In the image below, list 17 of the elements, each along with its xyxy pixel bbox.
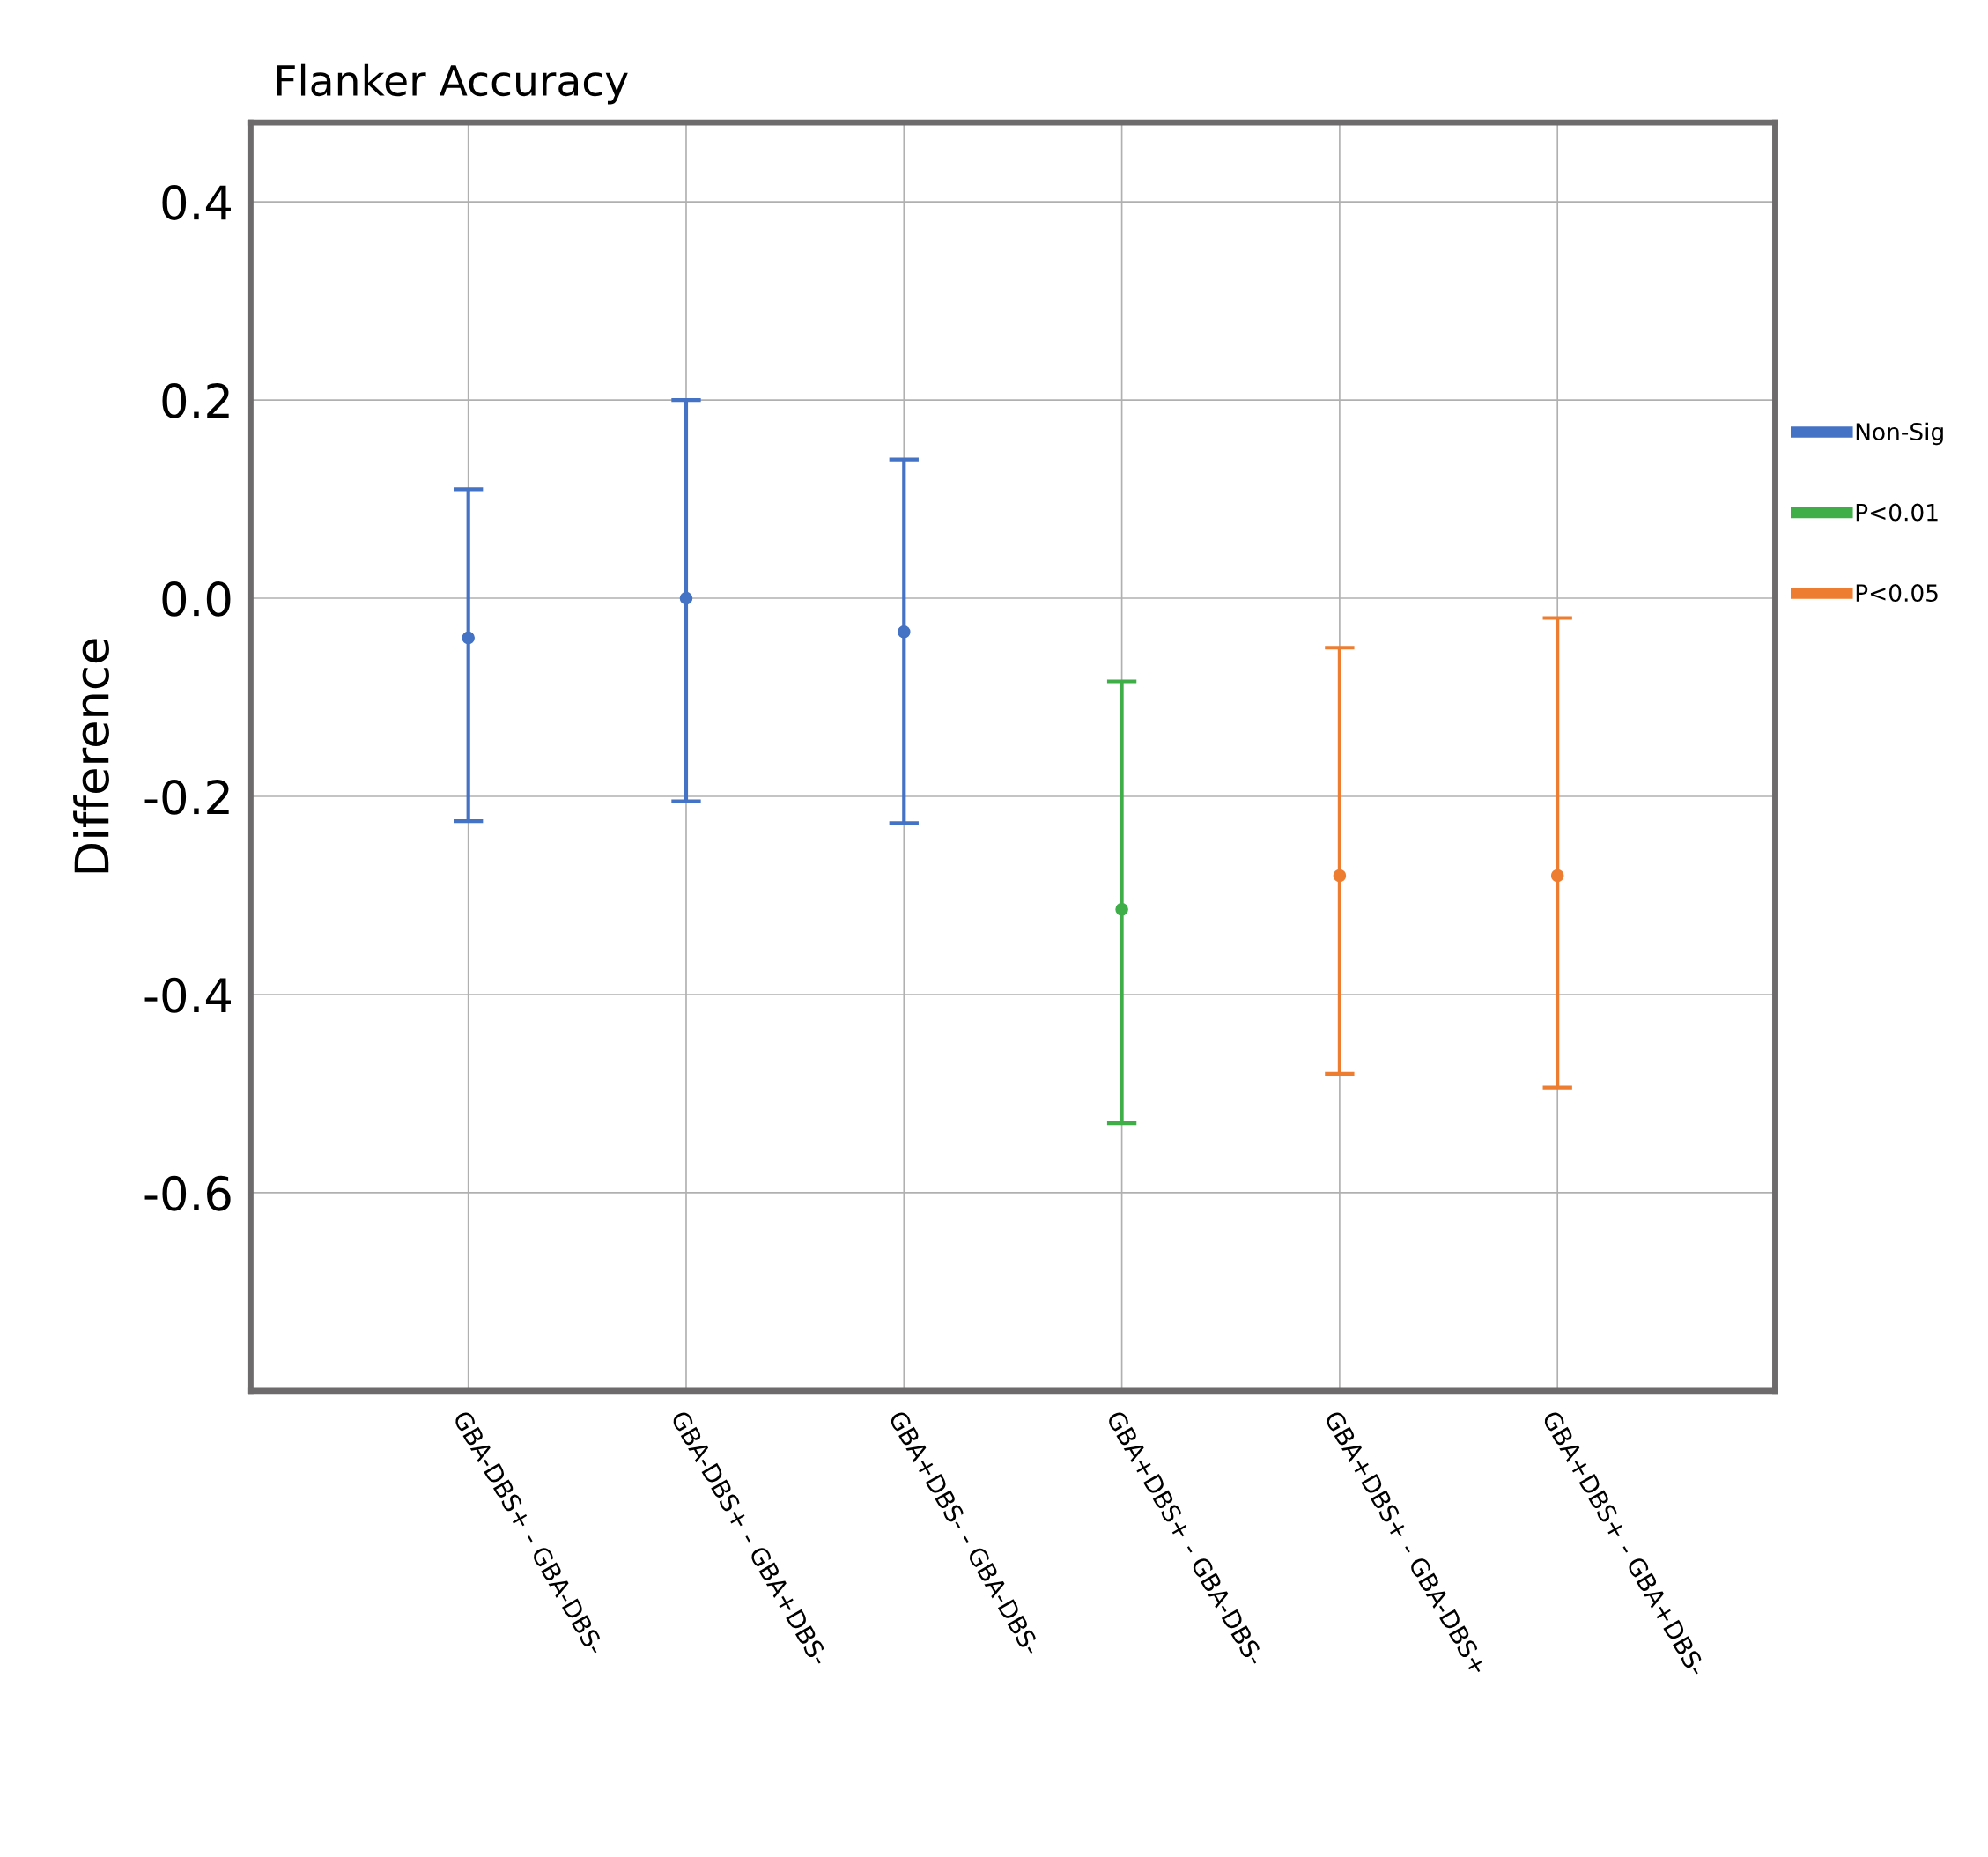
- y-tick-label: 0.0: [162, 581, 231, 617]
- point: [462, 631, 475, 645]
- point: [898, 625, 911, 639]
- y-axis-title: Difference: [73, 639, 109, 873]
- y-tick-label: 0.4: [162, 184, 231, 220]
- y-tick-label: -0.2: [144, 779, 229, 815]
- point: [1115, 902, 1128, 916]
- point: [1333, 869, 1347, 883]
- legend-label: Non-Sig: [1856, 422, 1943, 446]
- legend-label: P<0.01: [1856, 503, 1938, 522]
- point: [679, 591, 693, 605]
- y-tick-label: -0.4: [144, 977, 231, 1013]
- chart-title: Flanker Accuracy: [277, 63, 628, 105]
- legend-label: P<0.05: [1856, 584, 1938, 603]
- point: [1550, 869, 1564, 883]
- y-tick-label: -0.6: [144, 1175, 231, 1211]
- y-tick-label: 0.2: [162, 382, 229, 418]
